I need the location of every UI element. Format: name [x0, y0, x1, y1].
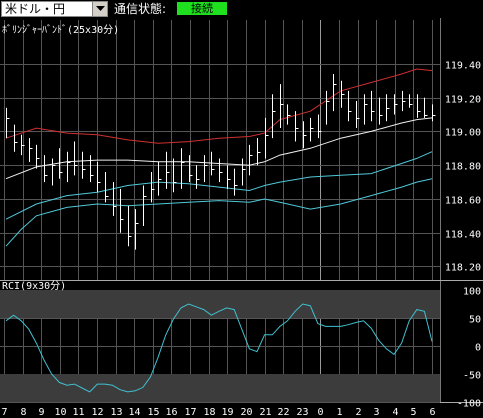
x-tick-label: 22 [277, 407, 289, 418]
x-tick-label: 10 [54, 407, 66, 418]
x-tick-label: 14 [128, 407, 140, 418]
x-tick-label: 23 [296, 407, 308, 418]
rci-tick-label: -50 [463, 371, 481, 382]
x-tick-label: 15 [147, 407, 159, 418]
price-bars [6, 74, 436, 250]
y-tick-label: 118.60 [445, 196, 481, 207]
x-tick-label: 20 [240, 407, 252, 418]
rci-tick-label: 0 [475, 343, 481, 354]
x-tick-label: 0 [317, 407, 323, 418]
y-tick-label: 118.20 [445, 263, 481, 274]
toolbar: 米ドル・円 通信状態: 接続 [0, 0, 483, 20]
bollinger-title: ﾎﾞﾘﾝｼﾞｬｰﾊﾞﾝﾄﾞ(25x30分) [2, 24, 119, 36]
x-tick-label: 7 [1, 407, 7, 418]
rci-line [5, 303, 433, 393]
chevron-down-icon[interactable] [92, 2, 107, 16]
grid-lines [0, 20, 440, 403]
y-tick-label: 119.20 [445, 95, 481, 106]
x-tick-label: 4 [392, 407, 398, 418]
x-tick-label: 9 [38, 407, 44, 418]
chart-area: 7 8 9 10 11 12 13 14 15 16 17 18 19 20 21 22 23 0 1 2 3 4 5 611… [0, 18, 483, 418]
y-tick-label: 118.40 [445, 230, 481, 241]
x-tick-label: 19 [221, 407, 233, 418]
rci-tick-label: 100 [463, 287, 481, 298]
rci-zone [0, 374, 440, 402]
x-tick-label: 3 [373, 407, 379, 418]
bollinger-bands [5, 68, 433, 247]
x-tick-label: 1 [336, 407, 342, 418]
x-tick-label: 16 [165, 407, 177, 418]
rci-title: RCI(9x30分) [2, 280, 66, 292]
rci-tick-label: 50 [469, 315, 481, 326]
y-tick-label: 118.80 [445, 162, 481, 173]
chart-frame [0, 18, 483, 403]
x-tick-label: 6 [429, 407, 435, 418]
x-tick-label: 2 [355, 407, 361, 418]
x-tick-label: 18 [203, 407, 215, 418]
lower-band-2-line [5, 178, 433, 247]
lower-band-1-line [5, 151, 433, 220]
x-tick-label: 5 [410, 407, 416, 418]
x-tick-label: 17 [184, 407, 196, 418]
currency-pair-select[interactable]: 米ドル・円 [1, 1, 108, 17]
x-tick-label: 12 [91, 407, 103, 418]
currency-pair-label: 米ドル・円 [5, 2, 66, 16]
x-tick-label: 11 [72, 407, 84, 418]
rci-zone [0, 290, 440, 318]
rci-series-line [5, 303, 433, 393]
y-tick-label: 119.00 [445, 128, 481, 139]
x-tick-label: 13 [110, 407, 122, 418]
x-tick-label: 8 [20, 407, 26, 418]
connection-label: 通信状態: [114, 2, 167, 16]
rci-tick-label: -100 [457, 399, 481, 410]
connection-status-badge: 接続 [177, 2, 227, 15]
axis-labels: 7 8 9 10 11 12 13 14 15 16 17 18 19 20 21 22 23 0 1 2 3 4 5 611… [1, 61, 481, 418]
x-tick-label: 21 [259, 407, 271, 418]
upper-band-line [5, 68, 433, 144]
y-tick-label: 119.40 [445, 61, 481, 72]
rci-zones [0, 290, 440, 402]
